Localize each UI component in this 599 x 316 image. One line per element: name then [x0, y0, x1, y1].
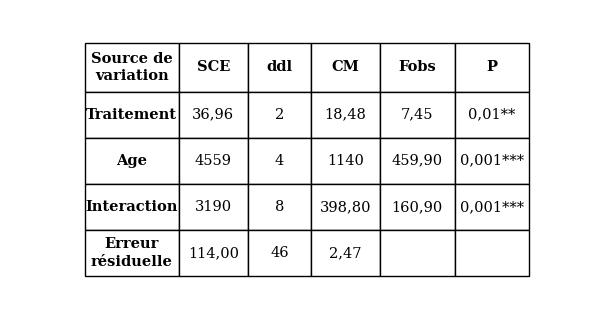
Bar	[248, 184, 311, 230]
Bar	[248, 138, 311, 184]
Bar	[311, 43, 380, 92]
Text: 0,001***: 0,001***	[459, 200, 524, 214]
Text: 2: 2	[275, 108, 284, 122]
Bar	[455, 92, 529, 138]
Bar	[380, 138, 455, 184]
Bar	[179, 43, 248, 92]
Bar	[455, 230, 529, 276]
Bar	[85, 230, 179, 276]
Text: 2,47: 2,47	[329, 246, 362, 260]
Bar	[85, 92, 179, 138]
Bar	[179, 184, 248, 230]
Text: Erreur
résiduelle: Erreur résiduelle	[91, 237, 173, 269]
Text: 18,48: 18,48	[325, 108, 367, 122]
Text: Age: Age	[116, 154, 147, 168]
Bar	[455, 43, 529, 92]
Bar	[380, 230, 455, 276]
Text: 114,00: 114,00	[188, 246, 239, 260]
Text: 4559: 4559	[195, 154, 232, 168]
Text: 160,90: 160,90	[392, 200, 443, 214]
Text: Fobs: Fobs	[398, 60, 436, 75]
Text: 459,90: 459,90	[392, 154, 443, 168]
Text: Source de
variation: Source de variation	[91, 52, 173, 83]
Text: 36,96: 36,96	[192, 108, 234, 122]
Bar	[248, 230, 311, 276]
Text: P: P	[486, 60, 497, 75]
Bar	[380, 184, 455, 230]
Text: Traitement: Traitement	[86, 108, 177, 122]
Text: 8: 8	[275, 200, 284, 214]
Text: ddl: ddl	[267, 60, 292, 75]
Bar	[179, 92, 248, 138]
Bar	[311, 184, 380, 230]
Text: 4: 4	[275, 154, 284, 168]
Text: 398,80: 398,80	[320, 200, 371, 214]
Bar	[248, 92, 311, 138]
Bar	[311, 138, 380, 184]
Bar	[179, 230, 248, 276]
Text: Interaction: Interaction	[86, 200, 178, 214]
Bar	[85, 184, 179, 230]
Text: 0,01**: 0,01**	[468, 108, 515, 122]
Bar	[85, 43, 179, 92]
Text: 0,001***: 0,001***	[459, 154, 524, 168]
Text: 46: 46	[270, 246, 289, 260]
Bar	[311, 230, 380, 276]
Bar	[455, 184, 529, 230]
Bar	[311, 92, 380, 138]
Bar	[248, 43, 311, 92]
Text: SCE: SCE	[196, 60, 230, 75]
Text: CM: CM	[331, 60, 359, 75]
Text: 1140: 1140	[327, 154, 364, 168]
Text: 7,45: 7,45	[401, 108, 434, 122]
Text: 3190: 3190	[195, 200, 232, 214]
Bar	[380, 43, 455, 92]
Bar	[455, 138, 529, 184]
Bar	[380, 92, 455, 138]
Bar	[179, 138, 248, 184]
Bar	[85, 138, 179, 184]
